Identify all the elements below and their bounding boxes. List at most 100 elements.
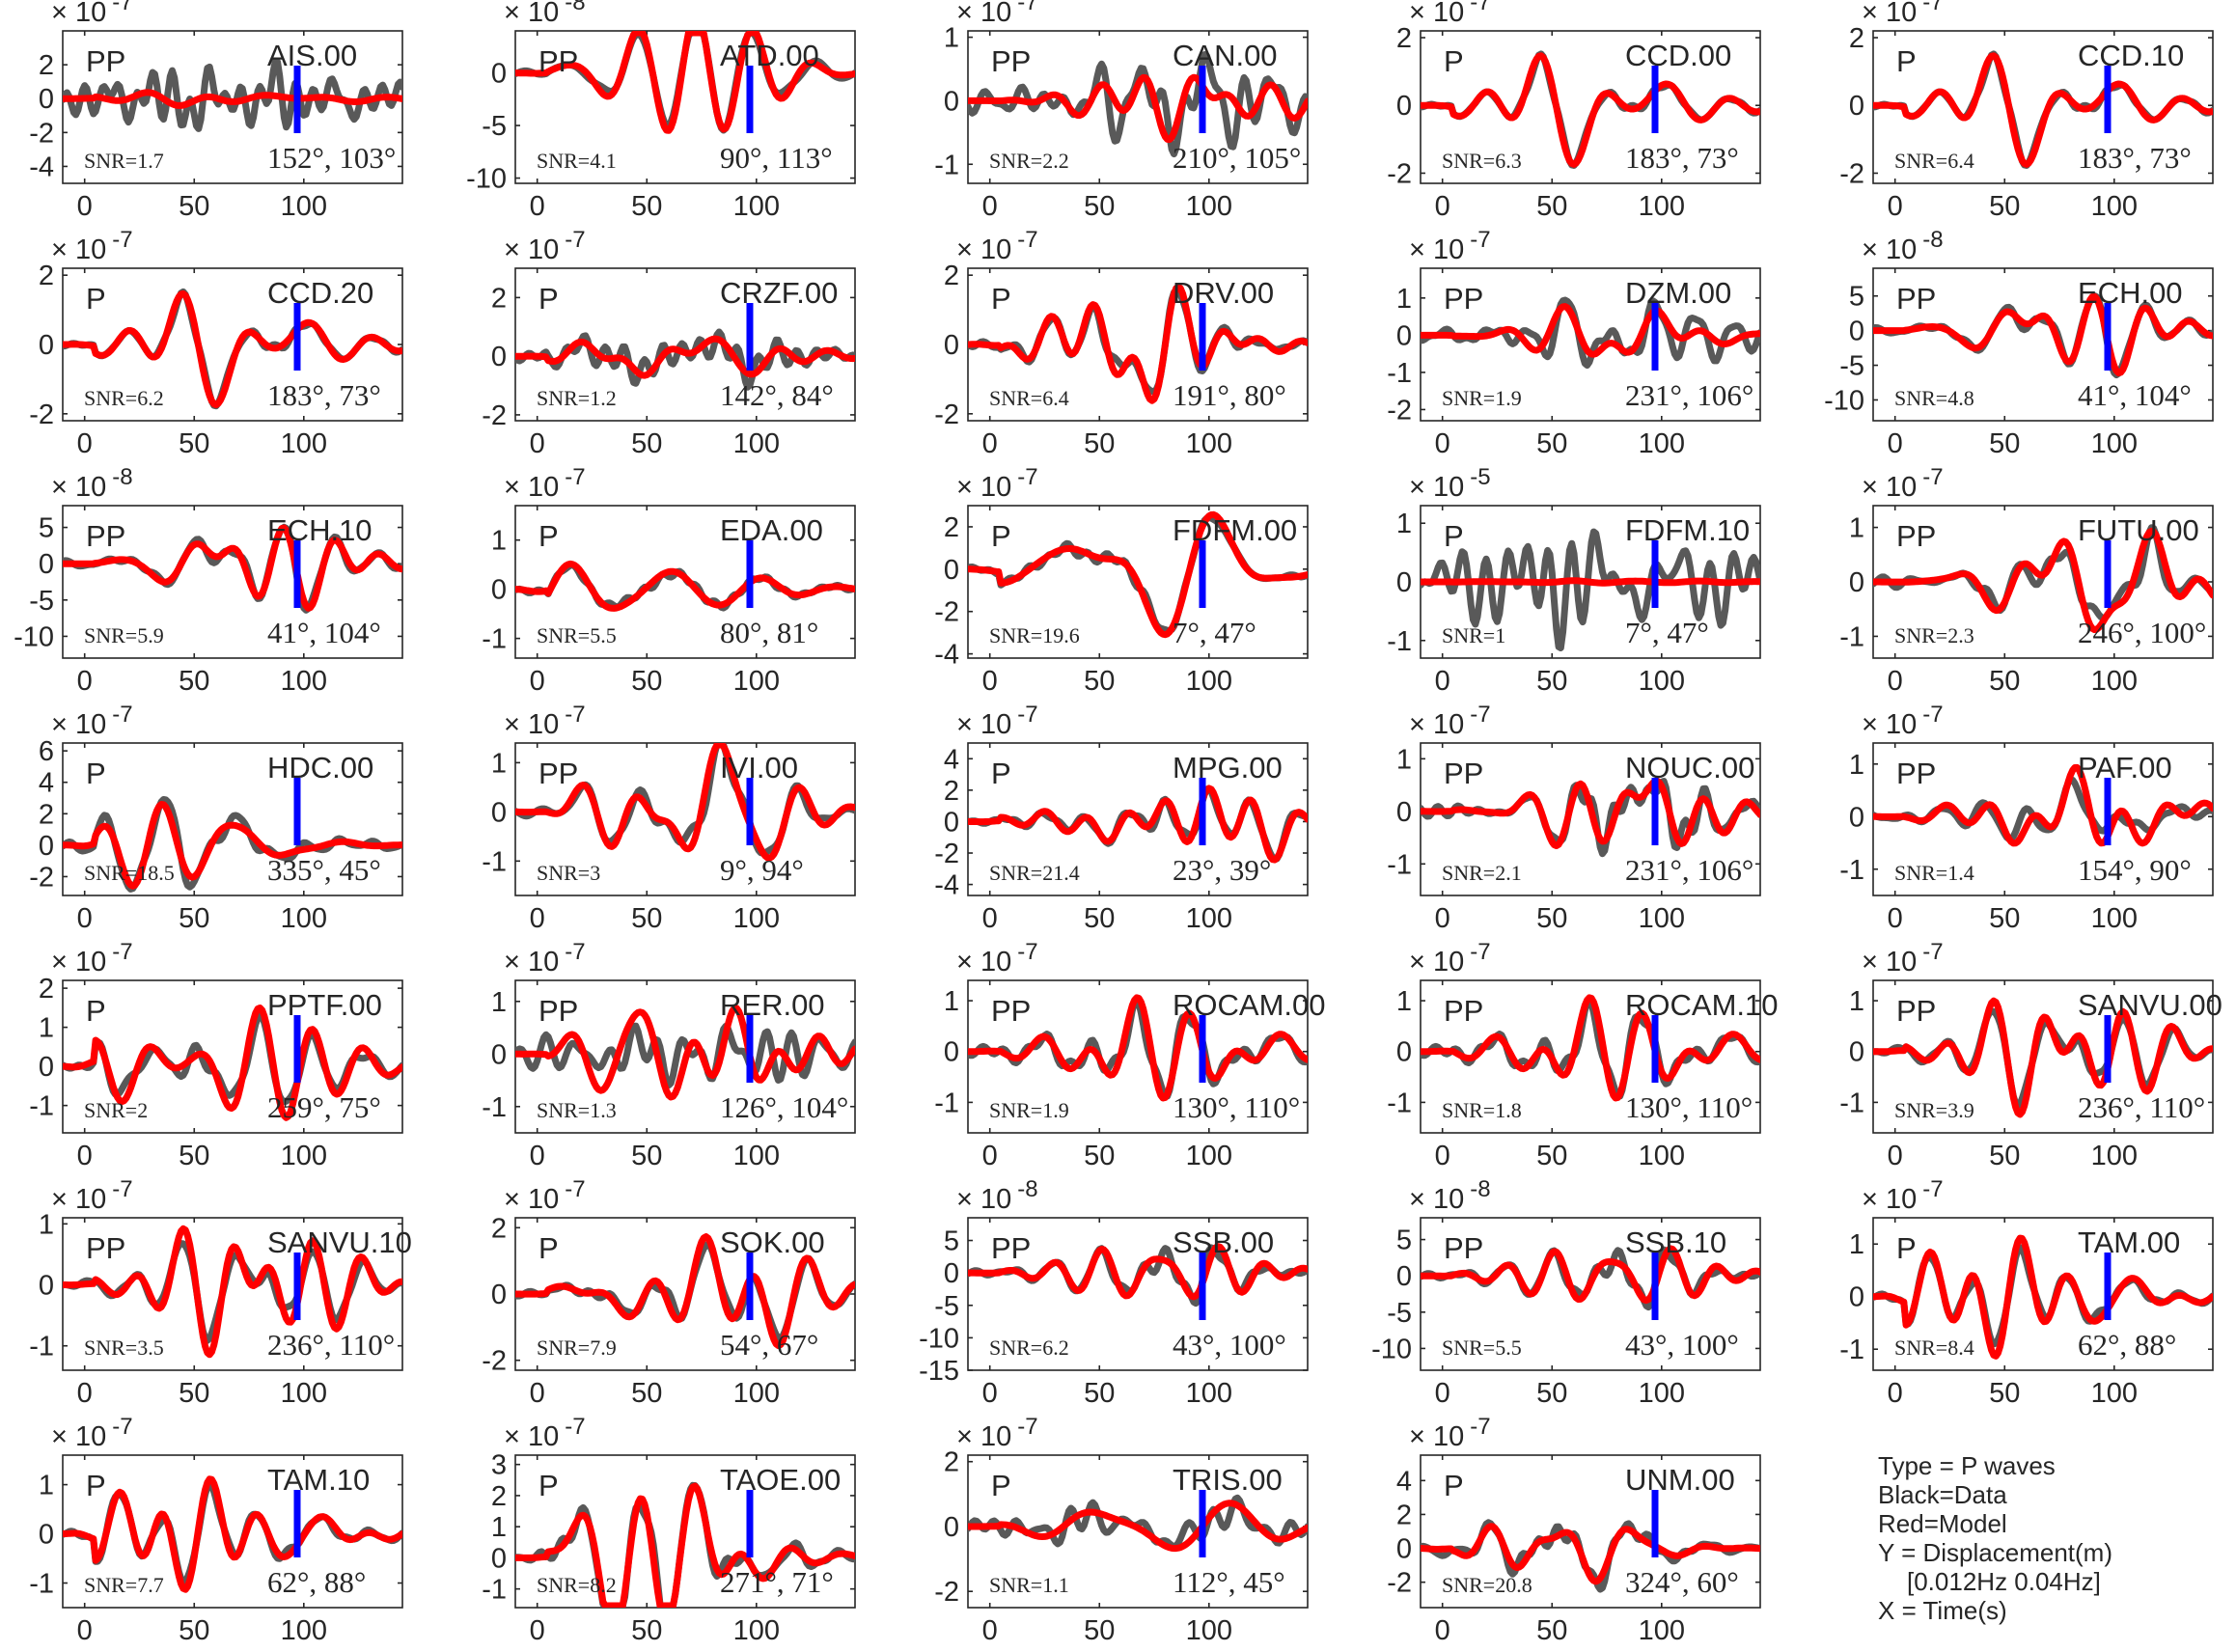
y-exponent-power: -7 bbox=[1470, 227, 1490, 253]
phase-label: P bbox=[538, 1231, 559, 1265]
y-tick-label: -1 bbox=[1387, 849, 1412, 880]
x-tick-label: 0 bbox=[1435, 191, 1450, 222]
phase-label: P bbox=[991, 519, 1011, 553]
y-exponent-power: -7 bbox=[112, 1414, 132, 1440]
model-series-line bbox=[968, 510, 1308, 639]
phase-label: PP bbox=[1444, 1231, 1483, 1265]
y-exponent-power: -8 bbox=[1470, 1176, 1490, 1202]
angles-label: 90°, 113° bbox=[720, 141, 833, 175]
snr-label: SNR=8.4 bbox=[1894, 1335, 1974, 1360]
model-series-line bbox=[63, 524, 402, 612]
x-tick-label: 0 bbox=[1888, 666, 1903, 697]
angles-label: 130°, 110° bbox=[1625, 1090, 1753, 1124]
axes-box bbox=[62, 1454, 403, 1609]
y-tick-label: -1 bbox=[1839, 1335, 1864, 1365]
model-series-line bbox=[515, 560, 855, 612]
phase-label: PP bbox=[991, 994, 1031, 1028]
x-tick-label: 0 bbox=[1888, 903, 1903, 934]
panel-tam-00: 0 50 100 -1 0 1 × 10 -7 P TAM.00 SNR=8.4 62°, 88° bbox=[1839, 1176, 2214, 1409]
model-series-line bbox=[515, 1482, 855, 1608]
station-label: PAF.00 bbox=[2078, 751, 2172, 785]
x-tick-label: 0 bbox=[530, 191, 545, 222]
y-tick-label: 0 bbox=[39, 831, 54, 862]
y-tick-label: 0 bbox=[1849, 91, 1864, 122]
y-tick-label: -5 bbox=[29, 586, 54, 617]
panel-tam-10: 0 50 100 -1 0 1 × 10 -7 P TAM.10 SNR=7.7 62°, 88° bbox=[29, 1414, 403, 1646]
y-tick-label: -1 bbox=[934, 1088, 959, 1118]
x-tick-label: 50 bbox=[1084, 428, 1115, 459]
y-tick-label: 4 bbox=[944, 744, 959, 775]
x-tick-label: 0 bbox=[982, 903, 998, 934]
y-tick-label: 0 bbox=[944, 555, 959, 586]
x-tick-label: 0 bbox=[1435, 666, 1450, 697]
y-tick-label: 0 bbox=[491, 797, 507, 828]
x-tick-label: 0 bbox=[1888, 191, 1903, 222]
y-exponent-power: -7 bbox=[1017, 1414, 1037, 1440]
phase-label: P bbox=[1896, 44, 1917, 78]
y-tick-label: -15 bbox=[919, 1356, 959, 1387]
angles-label: 9°, 94° bbox=[720, 853, 804, 887]
panel-nouc-00: 0 50 100 -1 0 1 × 10 -7 PP NOUC.00 SNR=2.1 231°, 10… bbox=[1387, 702, 1761, 934]
station-label: CCD.00 bbox=[1625, 39, 1731, 72]
x-tick-label: 0 bbox=[77, 1141, 93, 1171]
x-tick-label: 100 bbox=[2091, 428, 2138, 459]
legend-line: Black=Data bbox=[1878, 1480, 2007, 1509]
y-exponent-label: × 10 -7 bbox=[51, 227, 133, 265]
y-tick-label: 2 bbox=[491, 1213, 507, 1244]
panel-rer-00: 0 50 100 -1 0 1 × 10 -7 PP RER.00 SNR=1.3 126°, 104… bbox=[482, 939, 856, 1171]
model-series-line bbox=[63, 289, 402, 408]
angles-label: 130°, 110° bbox=[1173, 1090, 1300, 1124]
data-series-line bbox=[1421, 528, 1760, 651]
y-exponent-power: -7 bbox=[1922, 0, 1943, 15]
y-exponent-label: × 10 -7 bbox=[1862, 464, 1944, 503]
y-tick-label: -10 bbox=[14, 621, 54, 652]
angles-label: 236°, 110° bbox=[2078, 1090, 2205, 1124]
y-tick-label: 2 bbox=[39, 799, 54, 830]
x-tick-label: 100 bbox=[281, 1615, 327, 1646]
panel-crzf-00: 0 50 100 -2 0 2 × 10 -7 P CRZF.00 SNR=1.2 142°, 84° bbox=[482, 227, 856, 459]
y-exponent-power: -7 bbox=[112, 939, 132, 965]
phase-label: PP bbox=[1896, 519, 1936, 553]
model-series-line bbox=[968, 994, 1308, 1102]
x-tick-label: 100 bbox=[2091, 1141, 2138, 1171]
y-tick-label: -1 bbox=[1387, 358, 1412, 389]
snr-label: SNR=1.7 bbox=[84, 149, 164, 173]
angles-label: 191°, 80° bbox=[1173, 378, 1286, 412]
station-label: PPTF.00 bbox=[267, 988, 382, 1022]
y-tick-label: 1 bbox=[1849, 1229, 1864, 1260]
x-tick-label: 50 bbox=[631, 666, 662, 697]
snr-label: SNR=1.9 bbox=[1442, 386, 1522, 410]
snr-label: SNR=6.2 bbox=[84, 386, 164, 410]
x-tick-label: 100 bbox=[1186, 666, 1232, 697]
x-tick-label: 50 bbox=[179, 1141, 209, 1171]
y-exponent-label: × 10 -7 bbox=[956, 464, 1038, 503]
y-tick-label: 0 bbox=[1849, 1282, 1864, 1313]
y-exponent-power: -7 bbox=[565, 227, 585, 253]
y-tick-label: 0 bbox=[1396, 1037, 1412, 1068]
y-exponent-power: -8 bbox=[1922, 227, 1943, 253]
y-tick-label: 0 bbox=[1396, 320, 1412, 351]
x-tick-label: 50 bbox=[1536, 1141, 1567, 1171]
y-tick-label: 0 bbox=[39, 84, 54, 115]
y-tick-label: 1 bbox=[1396, 509, 1412, 539]
x-tick-label: 0 bbox=[1888, 428, 1903, 459]
angles-label: 183°, 73° bbox=[267, 378, 381, 412]
y-exponent-power: -7 bbox=[1470, 1414, 1490, 1440]
station-label: TRIS.00 bbox=[1173, 1463, 1283, 1497]
x-tick-label: 100 bbox=[1186, 1378, 1232, 1409]
x-tick-label: 50 bbox=[1536, 191, 1567, 222]
model-series-line bbox=[968, 73, 1308, 144]
x-tick-label: 0 bbox=[1435, 428, 1450, 459]
snr-label: SNR=3 bbox=[537, 861, 600, 885]
panel-tris-00: 0 50 100 -2 0 2× 10 -7 P TRIS.00 SNR=1.1 112°, 45° bbox=[934, 1414, 1309, 1646]
y-tick-label: 0 bbox=[1396, 1261, 1412, 1292]
angles-label: 246°, 100° bbox=[2078, 616, 2206, 649]
axes-box bbox=[967, 1217, 1309, 1371]
y-tick-label: 0 bbox=[491, 575, 507, 606]
x-tick-label: 50 bbox=[1536, 1615, 1567, 1646]
x-tick-label: 100 bbox=[733, 666, 780, 697]
y-exponent-label: × 10 -5 bbox=[1409, 464, 1491, 503]
